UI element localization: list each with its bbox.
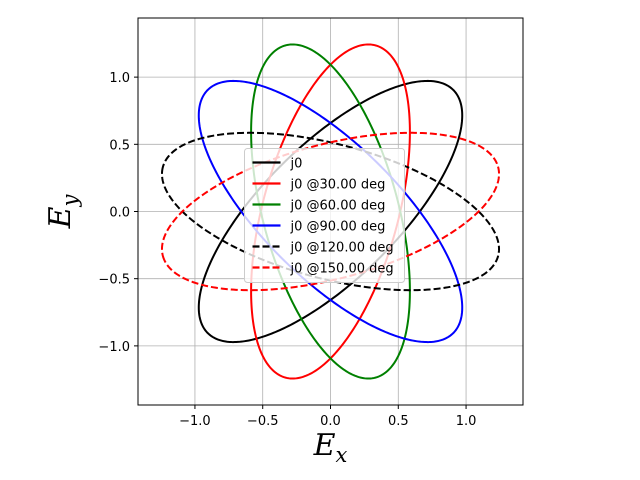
legend-label: j0	[290, 157, 303, 172]
legend-label: j0 @60.00 deg	[290, 199, 386, 214]
y-tick-label: −0.5	[98, 273, 130, 288]
x-tick-label: 0.5	[388, 414, 409, 429]
x-axis-label-sub: x	[336, 443, 348, 467]
x-tick-label: 1.0	[456, 414, 477, 429]
axis-ticks: −1.0 −0.5 0.0 0.5 1.0 −1.0 −0.5 0.0 0.5 1.0	[98, 71, 476, 429]
y-axis-label: Ey	[43, 193, 82, 229]
ellipse-curves	[160, 43, 501, 380]
legend-label: j0 @150.00 deg	[290, 262, 394, 277]
legend-label: j0 @120.00 deg	[290, 241, 394, 256]
x-axis-label-base: E	[313, 428, 336, 463]
legend-label: j0 @30.00 deg	[290, 178, 386, 193]
y-axis-label-base: E	[43, 206, 78, 229]
series-curve-1	[250, 43, 411, 380]
series-curve-4	[160, 131, 501, 292]
x-tick-label: 0.0	[320, 414, 341, 429]
legend-box	[244, 148, 405, 283]
y-tick-label: 1.0	[109, 71, 130, 86]
x-tick-label: −1.0	[179, 414, 211, 429]
y-axis-label-sub: y	[58, 193, 82, 207]
x-axis-label: Ex	[313, 428, 348, 467]
series-curve-5	[160, 131, 501, 292]
series-curve-3	[197, 79, 464, 344]
series-curve-0	[197, 79, 464, 344]
x-tick-label: −0.5	[247, 414, 279, 429]
y-tick-label: −1.0	[98, 340, 130, 355]
grid	[138, 18, 523, 405]
legend-label: j0 @90.00 deg	[290, 220, 386, 235]
y-tick-label: 0.0	[109, 206, 130, 221]
series-curve-2	[250, 43, 411, 380]
y-tick-label: 0.5	[109, 138, 130, 153]
legend: j0 j0 @30.00 deg j0 @60.00 deg j0 @90.00 de…	[244, 148, 405, 283]
